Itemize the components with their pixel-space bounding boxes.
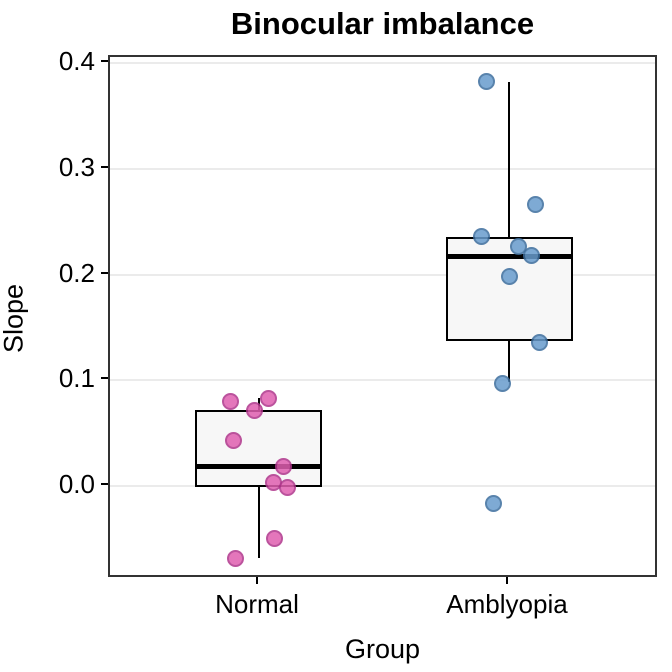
chart-title: Binocular imbalance bbox=[230, 6, 535, 41]
y-tick-0.1 bbox=[101, 377, 108, 380]
y-tick-0.3 bbox=[101, 166, 108, 168]
whisker-amblyopia bbox=[508, 82, 510, 383]
data-point-amblyopia-4 bbox=[509, 237, 527, 255]
data-point-normal-9 bbox=[227, 550, 245, 568]
data-point-amblyopia-2 bbox=[526, 196, 544, 214]
data-point-normal-7 bbox=[279, 478, 297, 496]
x-tick-label-amblyopia: Amblyopia bbox=[446, 589, 568, 619]
y-tick-label-0.2: 0.2 bbox=[58, 257, 95, 288]
y-tick-0.2 bbox=[101, 271, 108, 274]
box-amblyopia bbox=[445, 236, 573, 342]
median-amblyopia bbox=[445, 254, 573, 260]
gridline-y-0.4 bbox=[110, 62, 655, 65]
y-axis-title: Slope bbox=[0, 283, 29, 354]
data-point-amblyopia-6 bbox=[500, 268, 518, 286]
x-axis-title: Group bbox=[344, 634, 421, 664]
data-point-normal-4 bbox=[225, 432, 243, 450]
y-tick-label-0.0: 0.0 bbox=[58, 469, 95, 499]
x-tick-normal bbox=[255, 577, 258, 584]
gridline-y-0.1 bbox=[110, 379, 655, 382]
gridline-y-0.3 bbox=[110, 168, 655, 170]
data-point-amblyopia-9 bbox=[484, 495, 502, 513]
data-point-amblyopia-1 bbox=[477, 72, 495, 90]
data-point-amblyopia-3 bbox=[472, 228, 490, 246]
y-tick-label-0.3: 0.3 bbox=[58, 152, 95, 182]
median-normal bbox=[195, 464, 323, 470]
gridline-y-0 bbox=[110, 485, 655, 487]
gridline-y-0.2 bbox=[110, 273, 655, 276]
data-point-normal-5 bbox=[275, 458, 293, 476]
data-point-normal-1 bbox=[222, 392, 240, 410]
box-normal bbox=[195, 409, 323, 488]
y-tick-label-0.1: 0.1 bbox=[58, 363, 95, 394]
data-point-normal-8 bbox=[266, 530, 284, 548]
y-tick-0.0 bbox=[101, 483, 108, 485]
x-tick-amblyopia bbox=[506, 577, 508, 584]
x-tick-label-normal: Normal bbox=[215, 589, 299, 619]
y-tick-0.4 bbox=[101, 60, 108, 63]
data-point-normal-3 bbox=[246, 402, 264, 420]
data-point-normal-2 bbox=[260, 389, 278, 407]
data-point-amblyopia-7 bbox=[530, 333, 548, 351]
data-point-amblyopia-5 bbox=[522, 247, 540, 265]
plot-panel bbox=[108, 55, 657, 577]
y-tick-label-0.4: 0.4 bbox=[58, 46, 95, 77]
data-point-amblyopia-8 bbox=[493, 375, 511, 392]
